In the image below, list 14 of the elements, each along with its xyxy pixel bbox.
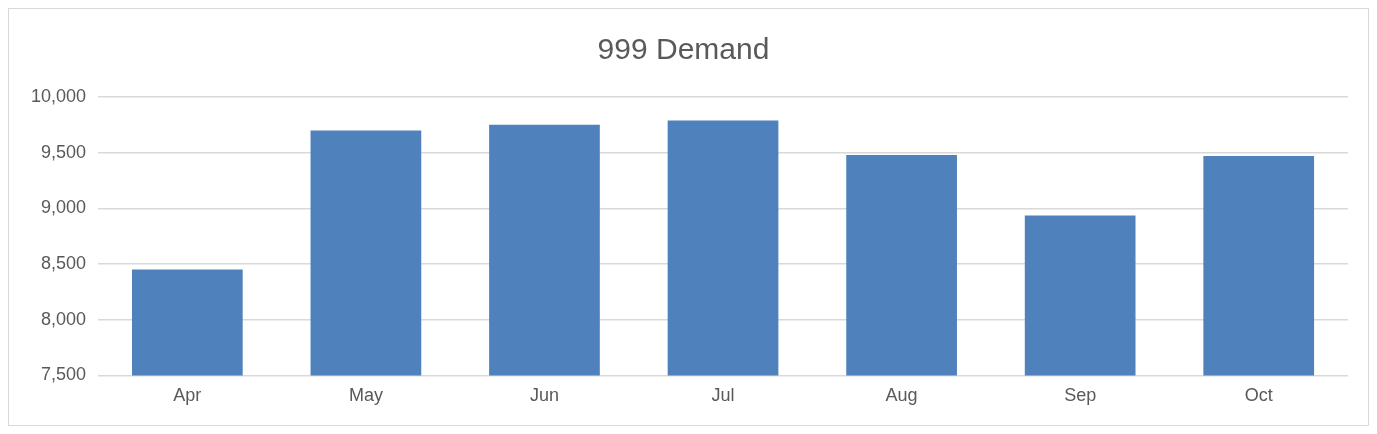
x-tick-label: Jun	[529, 385, 559, 406]
x-tick-label: Aug	[885, 385, 918, 406]
y-tick-label: 10,000	[30, 85, 87, 106]
y-tick-label: 8,000	[41, 308, 87, 329]
y-tick-label: 9,000	[41, 197, 87, 218]
x-tick-label: Jul	[711, 385, 735, 406]
y-tick-label: 9,500	[41, 141, 87, 162]
x-tick-label: Oct	[1244, 385, 1273, 406]
x-tick-label: Apr	[173, 385, 202, 406]
y-tick-label: 7,500	[41, 364, 87, 385]
x-tick-label: Sep	[1064, 385, 1097, 406]
x-tick-label: May	[348, 385, 383, 406]
chart-title: 999 Demand	[597, 32, 770, 66]
y-tick-label: 8,500	[41, 253, 87, 274]
